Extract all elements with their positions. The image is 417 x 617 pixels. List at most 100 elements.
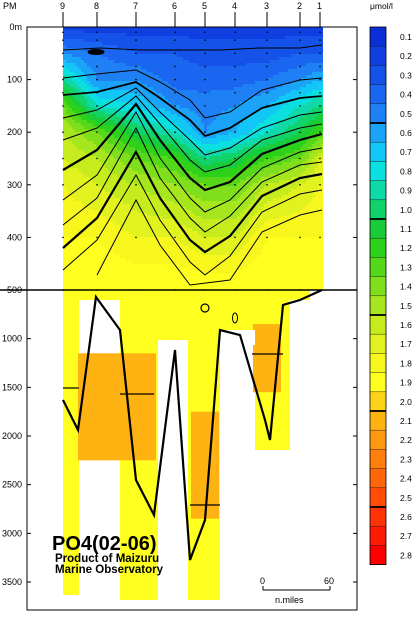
heat-cell xyxy=(111,159,115,163)
heat-cell xyxy=(297,135,301,139)
heat-cell xyxy=(297,147,301,151)
heat-cell xyxy=(309,72,313,76)
heat-cell xyxy=(195,144,199,148)
heat-cell xyxy=(93,171,97,175)
heat-cell xyxy=(291,96,295,100)
heat-cell xyxy=(78,30,82,34)
heat-cell xyxy=(312,78,316,82)
heat-cell xyxy=(231,33,235,37)
heat-cell xyxy=(204,60,208,64)
heat-cell xyxy=(219,39,223,43)
heat-cell xyxy=(300,33,304,37)
heat-cell xyxy=(150,177,154,181)
heat-cell xyxy=(303,186,307,190)
heat-cell xyxy=(213,54,217,58)
heat-cell xyxy=(267,153,271,157)
heat-cell xyxy=(111,147,115,151)
heat-cell xyxy=(129,141,133,145)
heat-cell xyxy=(234,45,238,49)
heat-cell xyxy=(246,129,250,133)
heat-cell xyxy=(93,111,97,115)
heat-cell xyxy=(195,39,199,43)
heat-cell xyxy=(120,138,124,142)
heat-cell xyxy=(129,186,133,190)
heat-cell xyxy=(156,81,160,85)
heat-cell xyxy=(264,93,268,97)
heat-cell xyxy=(246,90,250,94)
heat-cell xyxy=(234,165,238,169)
heat-cell xyxy=(123,108,127,112)
heat-cell xyxy=(180,138,184,142)
heat-cell xyxy=(180,144,184,148)
heat-cell xyxy=(147,147,151,151)
heat-cell xyxy=(213,162,217,166)
heat-cell xyxy=(141,171,145,175)
heat-cell xyxy=(135,168,139,172)
heat-cell xyxy=(204,96,208,100)
heat-cell xyxy=(264,144,268,148)
heat-cell xyxy=(213,72,217,76)
heat-cell xyxy=(258,147,262,151)
heat-cell xyxy=(255,102,259,106)
heat-cell xyxy=(300,180,304,184)
heat-cell xyxy=(96,129,100,133)
heat-cell xyxy=(240,27,244,31)
heat-cell xyxy=(135,60,139,64)
heat-cell xyxy=(219,33,223,37)
heat-cell xyxy=(126,102,130,106)
heat-cell xyxy=(234,72,238,76)
heat-cell xyxy=(90,117,94,121)
heat-cell xyxy=(123,72,127,76)
heat-cell xyxy=(126,177,130,181)
heat-cell xyxy=(252,117,256,121)
heat-cell xyxy=(186,135,190,139)
heat-cell xyxy=(279,57,283,61)
heat-cell xyxy=(186,183,190,187)
heat-cell xyxy=(150,195,154,199)
heat-cell xyxy=(240,195,244,199)
heat-cell xyxy=(318,126,322,130)
heat-cell xyxy=(285,33,289,37)
heat-cell xyxy=(147,93,151,97)
heat-cell xyxy=(153,120,157,124)
heat-cell xyxy=(255,126,259,130)
heat-cell xyxy=(288,123,292,127)
heat-cell xyxy=(93,39,97,43)
heat-cell xyxy=(249,75,253,79)
heat-cell xyxy=(66,36,70,40)
heat-cell xyxy=(192,105,196,109)
heat-cell xyxy=(120,168,124,172)
heat-cell xyxy=(153,108,157,112)
heat-cell xyxy=(165,195,169,199)
heat-cell xyxy=(255,84,259,88)
heat-cell xyxy=(273,168,277,172)
heat-cell xyxy=(225,75,229,79)
heat-cell xyxy=(279,165,283,169)
heat-cell xyxy=(216,195,220,199)
heat-cell xyxy=(294,153,298,157)
heat-cell xyxy=(72,132,76,136)
heat-cell xyxy=(81,42,85,46)
heat-cell xyxy=(321,99,323,103)
heat-cell xyxy=(63,69,67,73)
heat-cell xyxy=(240,45,244,49)
heat-cell xyxy=(246,189,250,193)
heat-cell xyxy=(222,156,226,160)
heat-cell xyxy=(141,150,145,154)
heat-cell xyxy=(258,180,262,184)
heat-cell xyxy=(312,108,316,112)
heat-cell xyxy=(225,27,229,31)
heat-cell xyxy=(81,105,85,109)
heat-cell xyxy=(156,30,160,34)
heat-cell xyxy=(201,96,205,100)
heat-cell xyxy=(186,51,190,55)
heat-cell xyxy=(144,144,148,148)
heat-cell xyxy=(156,147,160,151)
heat-cell xyxy=(117,30,121,34)
heat-cell xyxy=(258,144,262,148)
heat-cell xyxy=(201,60,205,64)
heat-cell xyxy=(99,180,103,184)
heat-cell xyxy=(138,36,142,40)
heat-cell xyxy=(279,54,283,58)
heat-cell xyxy=(87,111,91,115)
